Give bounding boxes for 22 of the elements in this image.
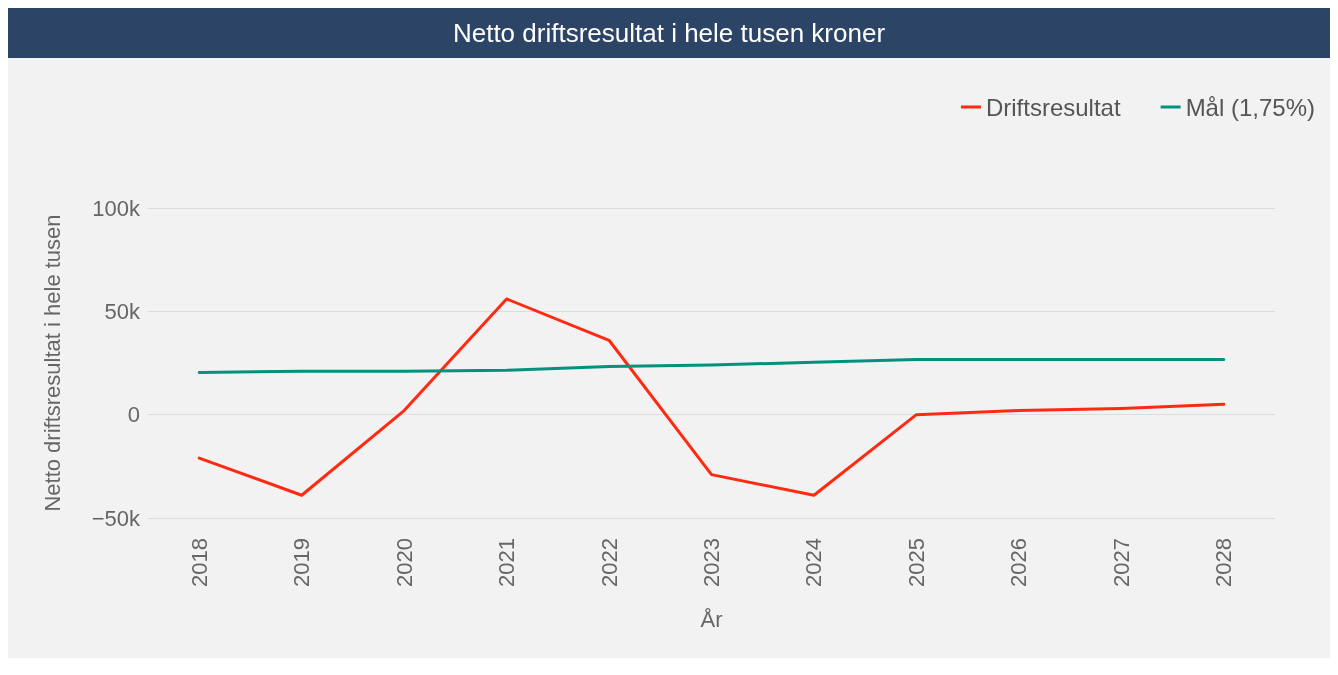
x-tick-label: 2021 [494,538,520,587]
y-tick-label: 50k [104,298,141,324]
chart-title: Netto driftsresultat i hele tusen kroner [8,8,1330,58]
line-series [197,297,1226,497]
y-tick-label: 100k [92,195,141,221]
x-tick-label: 2022 [596,538,622,587]
x-tick-label: 2018 [186,538,212,587]
y-tick-label: −50k [91,505,141,531]
legend-label: Driftsresultat [985,93,1121,121]
x-tick-label: 2025 [903,538,929,587]
y-tick-label: 0 [127,402,140,428]
legend-label: Mål (1,75%) [1185,93,1315,121]
x-tick-label: 2019 [289,538,315,587]
x-tick-label: 2023 [699,538,724,587]
x-tick-label: 2020 [391,538,417,587]
x-tick-label: 2028 [1211,538,1237,587]
x-axis-title: År [700,606,723,632]
x-tick-label: 2026 [1006,538,1032,587]
y-axis-title: Netto driftsresultat i hele tusen [39,214,65,512]
x-tick-label: 2027 [1108,538,1134,587]
line-series [197,357,1226,375]
x-tick-label: 2024 [801,538,827,587]
